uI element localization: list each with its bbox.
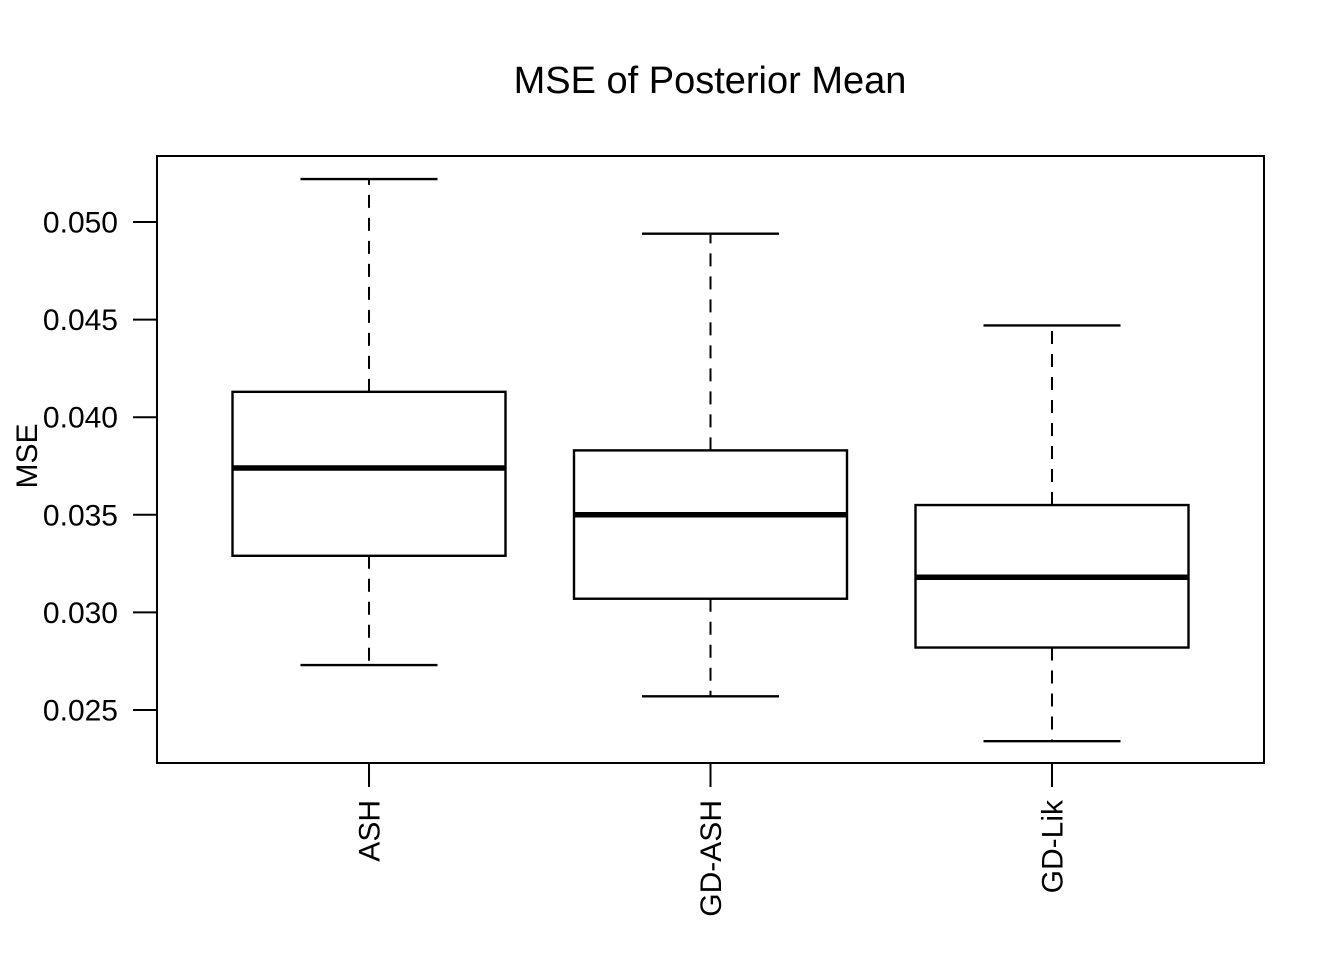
- y-tick-label: 0.030: [43, 597, 118, 630]
- x-tick-label-ash: ASH: [354, 800, 387, 862]
- y-axis: 0.025 0.030 0.035 0.040 0.045 0.050: [43, 207, 157, 728]
- box-gd-ash: [572, 232, 849, 698]
- box-ash: [231, 177, 507, 667]
- chart-title: MSE of Posterior Mean: [514, 60, 907, 102]
- y-tick-label: 0.025: [43, 695, 118, 728]
- y-tick-label: 0.045: [43, 304, 118, 337]
- y-tick-label: 0.040: [43, 402, 118, 435]
- y-tick-label: 0.035: [43, 499, 118, 532]
- x-tick-label-gd-lik: GD-Lik: [1037, 799, 1070, 893]
- box-group: [231, 177, 1190, 743]
- box-gd-lik: [914, 324, 1190, 743]
- y-axis-title: MSE: [11, 423, 44, 488]
- iqr-box: [572, 449, 849, 600]
- y-tick-label: 0.050: [43, 207, 118, 240]
- iqr-box: [231, 390, 507, 557]
- x-axis: ASH GD-ASH GD-Lik: [354, 763, 1070, 917]
- x-tick-label-gd-ash: GD-ASH: [695, 800, 728, 917]
